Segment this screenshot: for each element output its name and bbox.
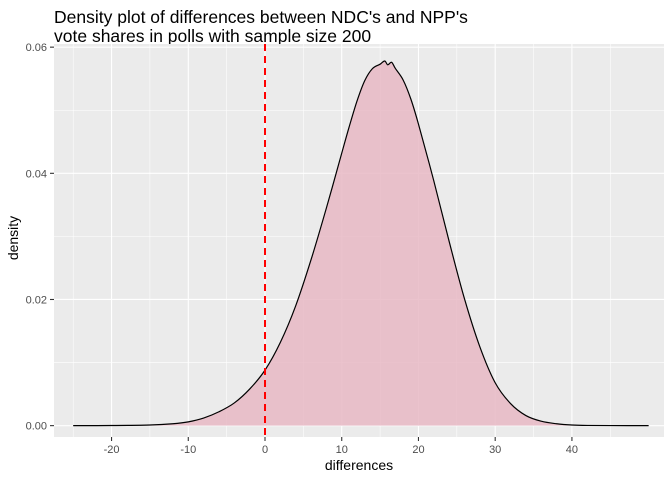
x-tick-label: 40 [566,444,578,456]
chart-title-line-2: vote shares in polls with sample size 20… [54,26,371,46]
chart-title: Density plot of differences between NDC'… [54,7,468,46]
y-axis-title: density [5,216,21,260]
x-tick-label: 0 [262,444,268,456]
x-tick-label: -20 [104,444,120,456]
x-tick-label: 10 [336,444,348,456]
y-tick-label: 0.06 [26,42,47,54]
x-axis-title: differences [325,457,393,473]
y-tick-label: 0.00 [26,421,47,433]
x-axis: -20 -10 0 10 20 30 40 [104,437,578,456]
x-tick-label: 30 [489,444,501,456]
y-tick-label: 0.02 [26,294,47,306]
density-curve [73,60,649,427]
density-area [73,61,649,426]
y-tick-label: 0.04 [26,168,47,180]
x-tick-label: -10 [180,444,196,456]
x-tick-label: 20 [412,444,424,456]
y-axis: 0.00 0.02 0.04 0.06 [26,42,54,433]
chart-title-line-1: Density plot of differences between NDC'… [54,7,468,27]
